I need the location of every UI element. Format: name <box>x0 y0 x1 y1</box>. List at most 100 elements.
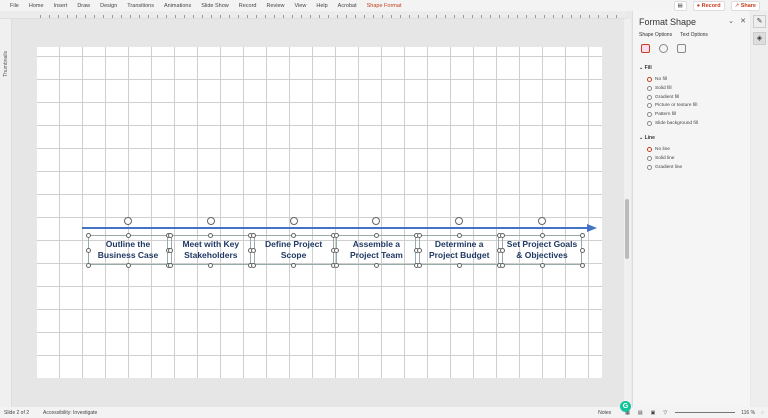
menu-tab-design[interactable]: Design <box>100 2 118 9</box>
slide[interactable] <box>37 47 602 378</box>
radio-gradient-line[interactable]: Gradient line <box>647 164 682 170</box>
radio-icon[interactable] <box>647 121 652 126</box>
resize-handle[interactable] <box>333 247 339 253</box>
rotate-handle[interactable] <box>538 217 546 225</box>
comments-button[interactable]: ▤ <box>673 1 687 11</box>
menu-tab-animations[interactable]: Animations <box>163 2 192 9</box>
timeline-step[interactable]: Determine a Project Budget <box>419 235 500 265</box>
reading-view-icon[interactable]: ▣ <box>650 409 656 416</box>
menu-tab-transitions[interactable]: Transitions <box>127 2 154 9</box>
size-properties-icon[interactable] <box>677 44 686 53</box>
format-shape-icon[interactable]: ◈ <box>753 32 766 45</box>
resize-handle[interactable] <box>168 262 174 268</box>
zoom-level[interactable]: 116 % <box>741 409 756 416</box>
radio-gradient-fill[interactable]: Gradient fill <box>647 94 679 100</box>
resize-handle[interactable] <box>416 232 422 238</box>
resize-handle[interactable] <box>251 262 257 268</box>
radio-slide-background-fill[interactable]: Slide background fill <box>647 121 698 126</box>
zoom-slider[interactable] <box>675 412 736 413</box>
fill-section-header[interactable]: ⌄ Fill <box>639 65 652 71</box>
resize-handle[interactable] <box>333 262 339 268</box>
resize-handle[interactable] <box>416 262 422 268</box>
timeline-step[interactable]: Outline the Business Case <box>88 235 168 265</box>
fill-line-icon[interactable] <box>641 44 650 53</box>
rotate-handle[interactable] <box>372 217 381 225</box>
resize-handle[interactable] <box>539 232 545 238</box>
resize-handle[interactable] <box>291 232 297 238</box>
resize-handle[interactable] <box>333 232 339 238</box>
timeline-step[interactable]: Assemble a Project Team <box>336 235 417 265</box>
radio-picture-or-texture-fill[interactable]: Picture or texture fill <box>647 103 697 109</box>
timeline-step[interactable]: Meet with Key Stakeholders <box>170 235 251 265</box>
menu-tab-shape-format[interactable]: Shape Format <box>366 2 402 9</box>
slide-sorter-icon[interactable]: ▤ <box>637 409 643 416</box>
resize-handle[interactable] <box>291 262 297 268</box>
radio-no-fill[interactable]: No fill <box>647 77 667 82</box>
resize-handle[interactable] <box>539 262 545 268</box>
radio-solid-fill[interactable]: Solid fill <box>647 85 672 91</box>
resize-handle[interactable] <box>85 247 91 253</box>
menu-tab-draw[interactable]: Draw <box>77 2 91 9</box>
record-button[interactable]: ● Record <box>692 1 725 11</box>
notes-button[interactable]: Notes <box>598 409 612 416</box>
radio-icon[interactable] <box>647 147 652 152</box>
menu-tab-review[interactable]: Review <box>266 2 285 9</box>
menu-tab-insert[interactable]: Insert <box>53 2 68 9</box>
scroll-thumb[interactable] <box>625 199 629 259</box>
resize-handle[interactable] <box>125 232 131 238</box>
menu-tab-help[interactable]: Help <box>316 2 328 9</box>
resize-handle[interactable] <box>208 232 214 238</box>
menu-tab-file[interactable]: File <box>10 2 19 9</box>
grammarly-icon[interactable]: G <box>620 401 631 412</box>
resize-handle[interactable] <box>499 262 505 268</box>
radio-pattern-fill[interactable]: Pattern fill <box>647 112 676 118</box>
share-button[interactable]: ↗ Share <box>730 1 760 11</box>
rotate-handle[interactable] <box>455 217 464 225</box>
resize-handle[interactable] <box>456 262 462 268</box>
timeline-step[interactable]: Set Project Goals & Objectives <box>502 235 582 265</box>
chevron-down-icon[interactable]: ⌄ <box>728 18 734 25</box>
resize-handle[interactable] <box>373 232 379 238</box>
resize-handle[interactable] <box>499 247 505 253</box>
menu-tab-view[interactable]: View <box>294 2 307 9</box>
accessibility-status[interactable]: Accessibility: Investigate <box>43 409 98 416</box>
resize-handle[interactable] <box>168 232 174 238</box>
radio-no-line[interactable]: No line <box>647 147 670 152</box>
menu-tab-record[interactable]: Record <box>238 2 257 9</box>
rotate-handle[interactable] <box>289 217 298 225</box>
rotate-handle[interactable] <box>124 217 132 225</box>
timeline-step[interactable]: Define Project Scope <box>253 235 334 265</box>
resize-handle[interactable] <box>579 247 585 253</box>
radio-icon[interactable] <box>647 155 652 161</box>
resize-handle[interactable] <box>373 262 379 268</box>
radio-icon[interactable] <box>647 85 652 91</box>
close-icon[interactable]: ✕ <box>740 18 746 25</box>
tab-text-options[interactable]: Text Options <box>680 32 708 38</box>
line-section-header[interactable]: ⌄ Line <box>639 135 655 141</box>
radio-icon[interactable] <box>647 164 652 170</box>
tab-shape-options[interactable]: Shape Options <box>639 32 673 38</box>
resize-handle[interactable] <box>416 247 422 253</box>
fit-slide-icon[interactable]: ◌ <box>761 409 764 416</box>
radio-icon[interactable] <box>647 77 652 82</box>
resize-handle[interactable] <box>456 232 462 238</box>
designer-icon[interactable]: ✎ <box>753 15 766 28</box>
radio-solid-line[interactable]: Solid line <box>647 155 674 161</box>
resize-handle[interactable] <box>208 262 214 268</box>
normal-view-icon[interactable]: ▦ <box>625 409 630 416</box>
radio-icon[interactable] <box>647 94 652 100</box>
menu-tab-home[interactable]: Home <box>28 2 44 9</box>
menu-tab-slide-show[interactable]: Slide Show <box>201 2 229 9</box>
rotate-handle[interactable] <box>206 217 215 225</box>
resize-handle[interactable] <box>579 232 585 238</box>
resize-handle[interactable] <box>125 262 131 268</box>
thumbnails-pane[interactable]: Thumbnails <box>0 19 12 407</box>
resize-handle[interactable] <box>579 262 585 268</box>
resize-handle[interactable] <box>168 247 174 253</box>
vertical-scrollbar[interactable] <box>624 19 631 407</box>
radio-icon[interactable] <box>647 112 652 118</box>
timeline-arrow[interactable] <box>82 224 597 232</box>
resize-handle[interactable] <box>251 247 257 253</box>
radio-icon[interactable] <box>647 103 652 109</box>
resize-handle[interactable] <box>85 262 91 268</box>
